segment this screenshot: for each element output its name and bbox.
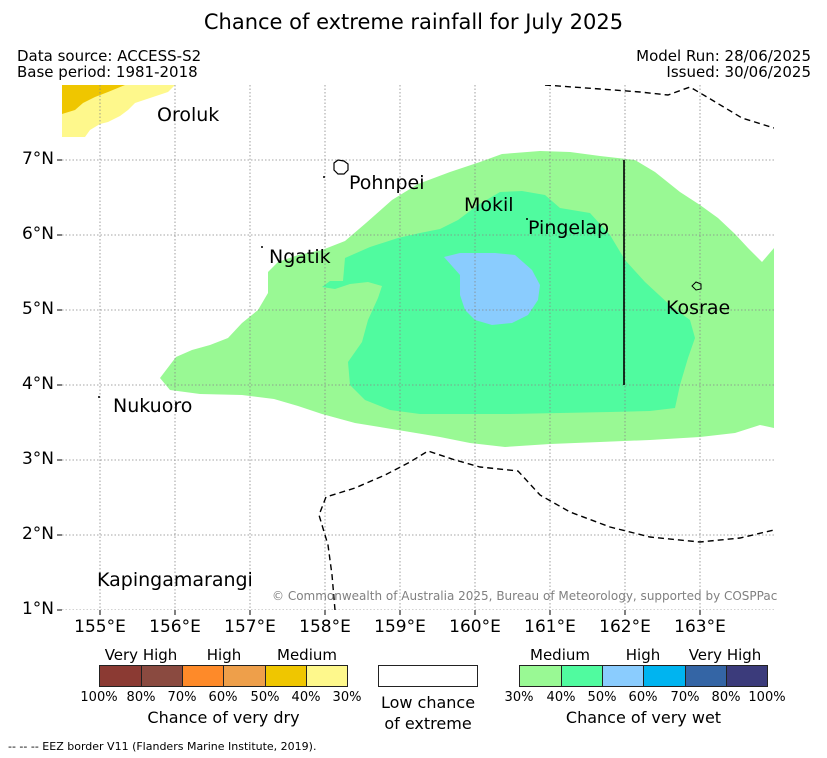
x-tick-163e: 163°E: [674, 617, 726, 637]
kosrae-island: [691, 281, 702, 291]
neutral-caption-line1: Low chance: [380, 693, 476, 712]
dry-colorbar: [99, 665, 348, 687]
dry-heading-very-high: Very High: [104, 646, 178, 664]
y-tick-1n: 1°N: [21, 599, 54, 619]
place-nukuoro: Nukuoro: [113, 395, 193, 417]
y-tick-5n: 5°N: [21, 299, 54, 319]
issued-label: Issued: 30/06/2025: [666, 63, 811, 81]
dry-heading-high: High: [206, 646, 242, 664]
wet-swatch-50-60: [603, 666, 644, 686]
wet-tick-50: 50%: [587, 690, 617, 705]
base-period-label: Base period: 1981-2018: [17, 63, 198, 81]
dry-tick-40: 40%: [291, 690, 321, 705]
wet-50-60-region: [444, 253, 540, 325]
dry-swatch-40-30: [307, 666, 347, 686]
model-run-label: Model Run: 28/06/2025: [636, 47, 811, 65]
data-source-label: Data source: ACCESS-S2: [17, 47, 202, 65]
axis-ticks: [57, 159, 701, 615]
x-tick-158e: 158°E: [299, 617, 351, 637]
place-pohnpei: Pohnpei: [349, 172, 425, 194]
copyright-notice: © Commonwealth of Australia 2025, Bureau…: [272, 589, 778, 603]
ngatik-marker: [261, 246, 263, 248]
wet-tick-60: 60%: [628, 690, 658, 705]
dry-tick-60: 60%: [208, 690, 238, 705]
pingelap-marker: [526, 218, 528, 220]
x-tick-161e: 161°E: [524, 617, 576, 637]
wet-colorbar: [519, 665, 768, 687]
y-tick-7n: 7°N: [21, 149, 54, 169]
wet-swatch-70-80: [686, 666, 727, 686]
y-tick-6n: 6°N: [21, 224, 54, 244]
wet-tick-70: 70%: [670, 690, 700, 705]
wet-swatch-60-70: [644, 666, 686, 686]
y-tick-4n: 4°N: [21, 374, 54, 394]
wet-tick-30: 30%: [504, 690, 534, 705]
dry-tick-80: 80%: [126, 690, 156, 705]
place-ngatik: Ngatik: [269, 246, 331, 268]
wet-tick-100: 100%: [748, 690, 786, 705]
wet-tick-80: 80%: [711, 690, 741, 705]
eez-footnote: -- -- -- EEZ border V11 (Flanders Marine…: [8, 740, 317, 753]
x-tick-160e: 160°E: [449, 617, 501, 637]
neutral-caption-line2: of extreme: [384, 714, 472, 733]
x-tick-157e: 157°E: [224, 617, 276, 637]
wet-swatch-80-100: [727, 666, 767, 686]
dry-40-50-region: [62, 85, 125, 114]
map-title: Chance of extreme rainfall for July 2025: [203, 10, 624, 34]
pohnpei-island: [333, 159, 349, 175]
dry-caption: Chance of very dry: [147, 708, 300, 727]
wet-swatch-40-50: [562, 666, 603, 686]
y-tick-2n: 2°N: [21, 524, 54, 544]
x-tick-159e: 159°E: [374, 617, 426, 637]
dry-tick-30: 30%: [332, 690, 362, 705]
place-kosrae: Kosrae: [666, 297, 731, 319]
dry-swatch-80-70: [142, 666, 183, 686]
wet-heading-very-high: Very High: [688, 646, 762, 664]
wet-swatch-30-40: [520, 666, 562, 686]
x-tick-162e: 162°E: [599, 617, 651, 637]
wet-tick-40: 40%: [546, 690, 576, 705]
neutral-swatch: [378, 665, 478, 687]
dry-tick-50: 50%: [250, 690, 280, 705]
ant-atoll-marker: [323, 176, 325, 178]
place-oroluk: Oroluk: [157, 104, 220, 126]
dry-heading-medium: Medium: [277, 646, 337, 664]
wet-caption: Chance of very wet: [565, 708, 722, 727]
graticule: [62, 85, 774, 610]
dry-tick-70: 70%: [167, 690, 197, 705]
x-tick-155e: 155°E: [74, 617, 126, 637]
dry-swatch-50-40: [266, 666, 307, 686]
dry-swatch-60-50: [224, 666, 266, 686]
wet-heading-medium: Medium: [530, 646, 590, 664]
dry-swatch-70-60: [183, 666, 224, 686]
place-pingelap: Pingelap: [528, 217, 610, 239]
nukuoro-marker: [98, 396, 100, 398]
dry-swatch-100-80: [100, 666, 142, 686]
eez-border: [318, 85, 774, 610]
y-tick-3n: 3°N: [21, 449, 54, 469]
place-mokil: Mokil: [464, 194, 514, 216]
place-kapingamarangi: Kapingamarangi: [97, 569, 253, 591]
dry-tick-100: 100%: [80, 690, 118, 705]
wet-heading-high: High: [625, 646, 661, 664]
x-tick-156e: 156°E: [149, 617, 201, 637]
